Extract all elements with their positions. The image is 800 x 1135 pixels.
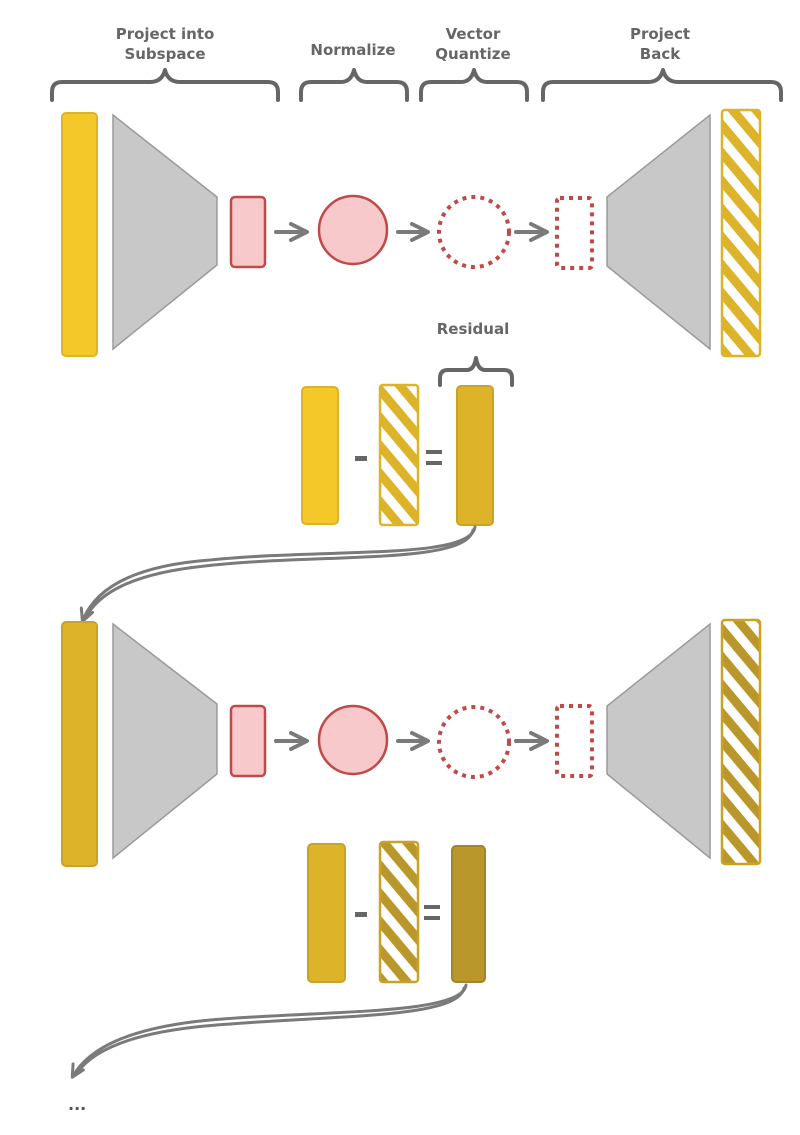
continuation-ellipsis: ... <box>68 1095 86 1114</box>
curved-arrow <box>70 983 468 1079</box>
reconstruction-hatched <box>378 840 420 984</box>
equals-sign <box>424 905 440 920</box>
stage-label-line1: Project <box>630 25 690 43</box>
stage-label-line2: Subspace <box>124 45 205 63</box>
encoder-funnel <box>112 113 218 351</box>
pipeline-row-1 <box>61 108 762 358</box>
bracket-normalize <box>299 68 409 102</box>
pipeline-row-2 <box>61 618 762 867</box>
quantized-vector-circle <box>437 195 511 269</box>
curved-arrow <box>79 525 477 623</box>
stage-label-project-back: Project Back <box>630 25 690 63</box>
input-vector-bar <box>61 112 98 357</box>
decoder-funnel <box>606 622 711 860</box>
minus-sign <box>355 456 367 461</box>
stage-label-vector-quantize: Vector Quantize <box>435 25 510 63</box>
stage-label-project-into-subspace: Project into Subspace <box>116 25 215 63</box>
quantized-vector-dashed-rect <box>555 704 594 778</box>
decoder-funnel <box>606 113 711 351</box>
stage-label-line2: Quantize <box>435 45 510 63</box>
normalized-vector-circle <box>317 704 389 776</box>
quantized-vector-dashed-rect <box>555 196 594 270</box>
residual-computation-2 <box>307 840 486 984</box>
projected-vector <box>229 195 267 269</box>
normalized-vector-circle <box>317 194 389 266</box>
projected-vector <box>229 704 267 778</box>
residual-vector-bar <box>456 385 494 526</box>
stage-label-line1: Vector <box>446 25 501 43</box>
minus-sign <box>355 912 367 917</box>
stage-label-normalize: Normalize <box>310 41 395 59</box>
residual-input-bar <box>61 621 98 867</box>
stage-label-line1: Project into <box>116 25 215 43</box>
residual-computation-1: Residual <box>301 320 514 527</box>
bracket-project-back <box>541 68 783 102</box>
quantized-vector-circle <box>437 705 511 779</box>
bracket-residual <box>438 356 514 387</box>
equals-sign <box>426 450 442 465</box>
residual-input-bar <box>307 843 346 983</box>
reconstructed-residual-hatched <box>720 618 762 866</box>
reconstructed-vector-hatched <box>720 108 762 358</box>
residual-vector-bar <box>451 845 486 983</box>
bracket-project-into-subspace <box>50 68 280 102</box>
stage-label-line1: Normalize <box>310 41 395 59</box>
reconstruction-hatched <box>378 383 420 527</box>
encoder-funnel <box>112 622 218 860</box>
bracket-vector-quantize <box>419 68 529 102</box>
residual-label: Residual <box>437 320 509 338</box>
stage-label-line2: Back <box>640 45 681 63</box>
input-vector-bar <box>301 386 339 525</box>
